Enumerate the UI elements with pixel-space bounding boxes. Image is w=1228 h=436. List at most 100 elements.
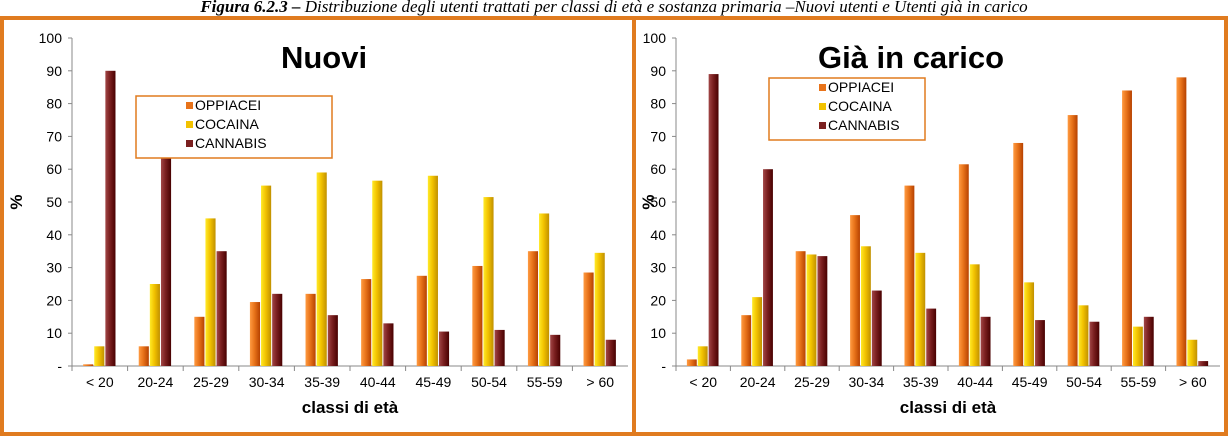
bar-oppiacei [249, 302, 261, 366]
bar-cocaina [205, 218, 216, 366]
bar-oppiacei [741, 315, 752, 366]
bar-oppiacei [904, 185, 915, 366]
bar-oppiacei [527, 251, 539, 366]
bar-cocaina [697, 346, 708, 366]
bar-cannabis [708, 74, 719, 366]
figure-caption: Figura 6.2.3 – Distribuzione degli utent… [0, 0, 1228, 18]
x-tick-label: 20-24 [740, 374, 776, 390]
bar-cocaina [149, 284, 160, 366]
bar-cocaina [1078, 305, 1089, 366]
legend-label-oppiacei: OPPIACEI [195, 97, 261, 113]
legend-swatch-cannabis [819, 122, 826, 129]
y-tick-label: 70 [650, 128, 666, 144]
bar-cannabis [871, 290, 882, 366]
legend-label-cocaina: COCAINA [195, 116, 259, 132]
bar-cocaina [1024, 282, 1035, 366]
y-tick-label: 70 [46, 128, 62, 144]
bar-cannabis [438, 331, 450, 366]
x-tick-label: 45-49 [1012, 374, 1048, 390]
x-tick-label: 35-39 [304, 374, 340, 390]
bar-cannabis [1198, 361, 1209, 366]
legend-box [768, 77, 926, 141]
chart-title: Già in carico [818, 40, 1004, 75]
bar-cocaina [1132, 326, 1143, 366]
bar-oppiacei [958, 164, 969, 366]
bar-oppiacei [1122, 90, 1132, 366]
bar-oppiacei [83, 364, 94, 366]
bar-cannabis [763, 169, 773, 366]
legend-label-oppiacei: OPPIACEI [828, 79, 894, 95]
y-tick-label: 100 [643, 30, 667, 46]
bar-cannabis [1035, 320, 1045, 366]
y-tick-label: 80 [650, 96, 666, 112]
bar-cocaina [483, 197, 494, 366]
x-tick-label: 50-54 [471, 374, 507, 390]
legend-box [135, 95, 333, 159]
x-axis-title: classi di età [900, 398, 997, 417]
bar-cannabis [160, 156, 172, 366]
figure-caption-text: Distribuzione degli utenti trattati per … [304, 0, 1028, 16]
y-tick-label: - [57, 358, 62, 374]
figure-caption-prefix: Figura 6.2.3 – [200, 0, 305, 16]
bar-cannabis [383, 323, 394, 366]
y-tick-label: 50 [46, 194, 62, 210]
y-tick-label: 40 [46, 227, 62, 243]
bar-cannabis [1143, 316, 1154, 366]
y-tick-label: 100 [39, 30, 63, 46]
bar-cocaina [94, 346, 105, 366]
y-tick-label: 80 [46, 96, 62, 112]
bar-oppiacei [138, 346, 149, 366]
y-tick-label: 20 [46, 292, 62, 308]
y-tick-label: 60 [650, 161, 666, 177]
bar-cannabis [1089, 321, 1100, 366]
bar-oppiacei [305, 293, 316, 366]
legend-swatch-cocaina [819, 103, 826, 110]
bar-cocaina [427, 175, 438, 366]
y-tick-label: 30 [650, 260, 666, 276]
bar-cocaina [915, 252, 926, 366]
y-tick-label: 10 [46, 325, 62, 341]
bar-oppiacei [472, 265, 483, 366]
bar-cannabis [494, 329, 505, 366]
x-tick-label: 20-24 [137, 374, 173, 390]
y-tick-label: 10 [650, 325, 666, 341]
bar-cannabis [926, 308, 937, 366]
bar-cocaina [316, 172, 327, 366]
bar-cocaina [1187, 339, 1198, 366]
bar-cannabis [817, 256, 828, 366]
bar-oppiacei [416, 275, 427, 366]
x-tick-label: 30-34 [249, 374, 285, 390]
bar-cocaina [372, 180, 383, 366]
bar-oppiacei [361, 279, 372, 366]
y-tick-label: 50 [650, 194, 666, 210]
bar-cannabis [980, 316, 991, 366]
bar-oppiacei [850, 215, 860, 366]
legend-swatch-cannabis [186, 140, 193, 147]
bar-cocaina [539, 213, 550, 366]
x-tick-label: 50-54 [1066, 374, 1102, 390]
legend-label-cocaina: COCAINA [828, 98, 892, 114]
bar-cannabis [550, 334, 561, 366]
x-tick-label: > 60 [586, 374, 614, 390]
x-tick-label: 25-29 [193, 374, 229, 390]
y-tick-label: 30 [46, 260, 62, 276]
x-tick-label: 25-29 [794, 374, 830, 390]
bar-oppiacei [1013, 142, 1024, 366]
y-tick-label: 90 [650, 63, 666, 79]
x-tick-label: > 60 [1179, 374, 1207, 390]
bar-cannabis [605, 339, 616, 366]
bar-cocaina [806, 254, 817, 366]
x-tick-label: 40-44 [360, 374, 396, 390]
y-tick-label: - [661, 358, 666, 374]
bar-cannabis [272, 293, 283, 366]
chart-panel-nuovi: - 10 20 30 40 50 60 70 80 90 100 < 20 20-24 25-29 30-3… [0, 16, 636, 436]
y-tick-label: 40 [650, 227, 666, 243]
x-axis-title: classi di età [302, 398, 399, 417]
legend-swatch-cocaina [186, 121, 193, 128]
x-tick-label: < 20 [689, 374, 717, 390]
bar-cocaina [969, 264, 980, 366]
legend-swatch-oppiacei [186, 102, 193, 109]
x-tick-label: < 20 [86, 374, 114, 390]
chart-panel-gia-in-carico: - 10 20 30 40 50 60 70 80 90 100 < 20 20-24 25-29 30-3… [632, 16, 1228, 436]
y-tick-label: 60 [46, 161, 62, 177]
